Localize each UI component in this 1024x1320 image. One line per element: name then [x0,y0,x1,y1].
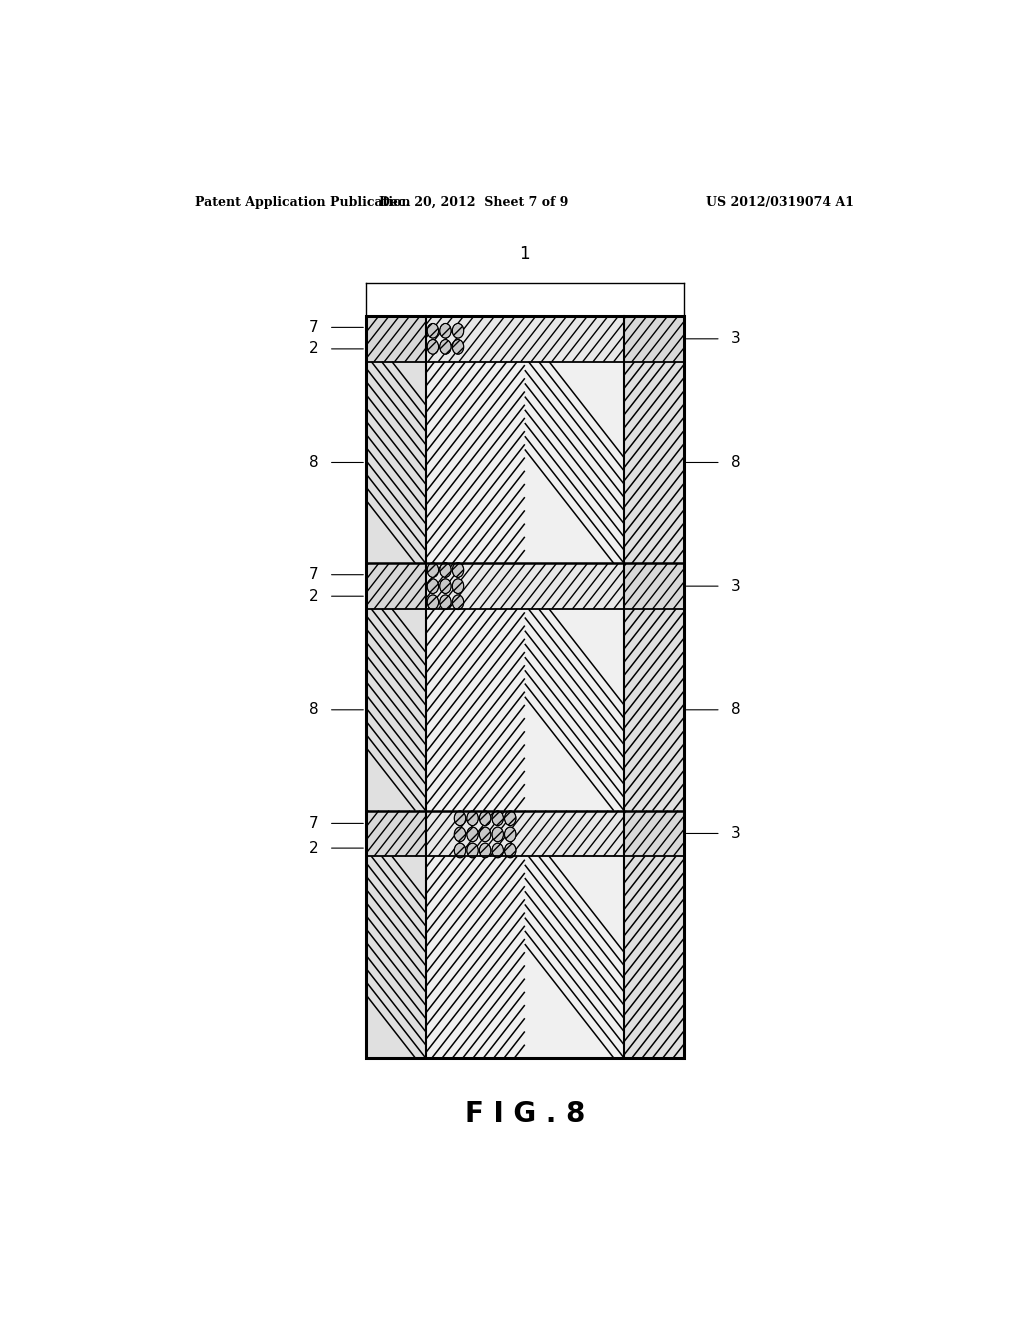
Text: 8: 8 [309,702,318,717]
Bar [524,362,624,564]
Circle shape [427,579,438,594]
Text: 2: 2 [309,841,318,855]
Bar [426,609,525,810]
Circle shape [479,828,490,842]
Bar [367,857,426,1057]
Circle shape [492,828,504,842]
Circle shape [455,810,466,825]
Circle shape [427,595,438,610]
Text: 7: 7 [309,568,318,582]
Circle shape [453,579,464,594]
Circle shape [439,595,452,610]
Bar [624,810,684,857]
Circle shape [467,828,478,842]
Bar [426,564,624,609]
Circle shape [439,562,452,577]
Circle shape [427,323,438,338]
Circle shape [427,339,438,354]
Circle shape [439,339,452,354]
Bar [624,609,684,810]
Circle shape [439,579,452,594]
Text: 7: 7 [309,319,318,335]
Bar [426,857,525,1057]
Bar [624,564,684,609]
Bar [367,609,426,810]
Circle shape [479,810,490,825]
Text: 8: 8 [309,455,318,470]
Text: 8: 8 [731,702,740,717]
Text: US 2012/0319074 A1: US 2012/0319074 A1 [707,195,854,209]
Bar [524,609,624,810]
Circle shape [467,843,478,858]
Bar [624,362,684,564]
Text: Dec. 20, 2012  Sheet 7 of 9: Dec. 20, 2012 Sheet 7 of 9 [379,195,568,209]
Circle shape [492,810,504,825]
Text: 3: 3 [731,826,741,841]
Bar [524,857,624,1057]
Circle shape [505,843,516,858]
Circle shape [427,562,438,577]
Circle shape [505,810,516,825]
Bar [367,315,426,362]
Circle shape [479,843,490,858]
Bar [426,362,525,564]
Circle shape [455,828,466,842]
Circle shape [453,595,464,610]
Text: 3: 3 [731,331,741,346]
Bar [426,315,624,362]
Text: 3: 3 [731,578,741,594]
Circle shape [453,562,464,577]
Bar [367,315,684,1057]
Circle shape [467,810,478,825]
Bar [624,315,684,362]
Bar [426,810,624,857]
Bar [367,362,426,564]
Text: 2: 2 [309,342,318,356]
Text: 2: 2 [309,589,318,603]
Circle shape [455,843,466,858]
Bar [367,810,426,857]
Circle shape [492,843,504,858]
Text: F I G . 8: F I G . 8 [465,1100,585,1127]
Circle shape [505,828,516,842]
Text: 8: 8 [731,455,740,470]
Circle shape [453,339,464,354]
Text: 1: 1 [519,246,530,263]
Text: 7: 7 [309,816,318,830]
Text: Patent Application Publication: Patent Application Publication [196,195,411,209]
Circle shape [453,323,464,338]
Circle shape [439,323,452,338]
Bar [367,564,426,609]
Bar [624,857,684,1057]
